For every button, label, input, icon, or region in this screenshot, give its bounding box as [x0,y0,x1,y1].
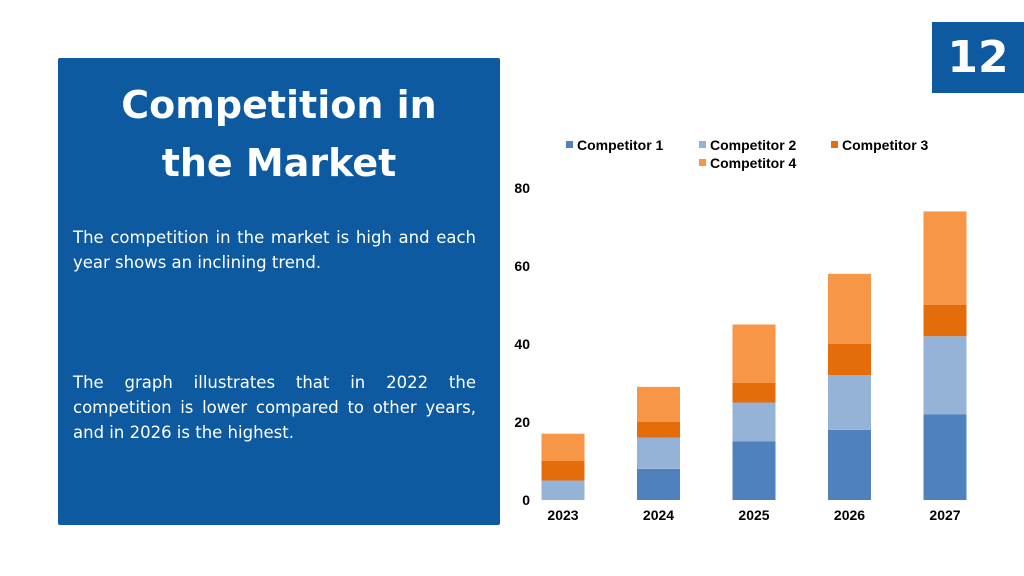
x-tick-label-2025: 2025 [738,507,769,523]
bar-2027-competitor-2 [923,336,967,415]
y-tick-label-0: 0 [522,492,530,508]
legend-label-competitor-3: Competitor 3 [842,137,929,153]
x-tick-label-2027: 2027 [929,507,960,523]
bar-2025-competitor-1 [732,441,776,500]
legend-label-competitor-1: Competitor 1 [577,137,664,153]
bar-2023-competitor-3 [541,461,585,481]
text-panel: Competition in the Market The competitio… [58,58,500,525]
slide-title: Competition in the Market [58,76,500,192]
legend-swatch-competitor-1 [566,141,573,148]
bar-2026-competitor-2 [828,375,871,430]
page-number-badge: 12 [932,22,1024,93]
bar-2026-competitor-4 [828,273,871,344]
bar-2023-competitor-4 [541,433,585,461]
y-tick-label-40: 40 [514,336,530,352]
bar-2026-competitor-3 [828,344,871,376]
y-tick-label-60: 60 [514,258,530,274]
stacked-bar-chart: 0 20 40 60 80 2023 2024 2025 2026 2027 Competitor … [514,137,967,523]
bar-2025-competitor-3 [732,383,776,403]
bar-2027-competitor-1 [923,414,967,500]
x-tick-label-2024: 2024 [643,507,674,523]
y-tick-label-80: 80 [514,180,530,196]
paragraph-trend: The competition in the market is high an… [73,228,476,272]
bar-2025-competitor-4 [732,324,776,383]
legend-label-competitor-4: Competitor 4 [710,155,797,171]
legend-label-competitor-2: Competitor 2 [710,137,797,153]
bar-2024-competitor-3 [637,422,680,438]
slide-title-line-2: the Market [161,141,397,185]
legend-swatch-competitor-2 [699,141,706,148]
bar-2027-competitor-3 [923,305,967,337]
bar-2027-competitor-4 [923,211,967,305]
y-tick-label-20: 20 [514,414,530,430]
x-tick-label-2023: 2023 [547,507,578,523]
bar-2025-competitor-2 [732,402,776,442]
bar-2026-competitor-1 [828,429,871,500]
x-tick-label-2026: 2026 [834,507,865,523]
bar-2023-competitor-2 [541,480,585,500]
bar-2024-competitor-4 [637,386,680,422]
legend-swatch-competitor-3 [831,141,838,148]
paragraph-graph-summary: The graph illustrates that in 2022 the c… [73,373,476,442]
slide-title-line-1: Competition in [121,83,437,127]
legend-swatch-competitor-4 [699,159,706,166]
bar-2024-competitor-1 [637,468,680,500]
bar-2024-competitor-2 [637,437,680,469]
